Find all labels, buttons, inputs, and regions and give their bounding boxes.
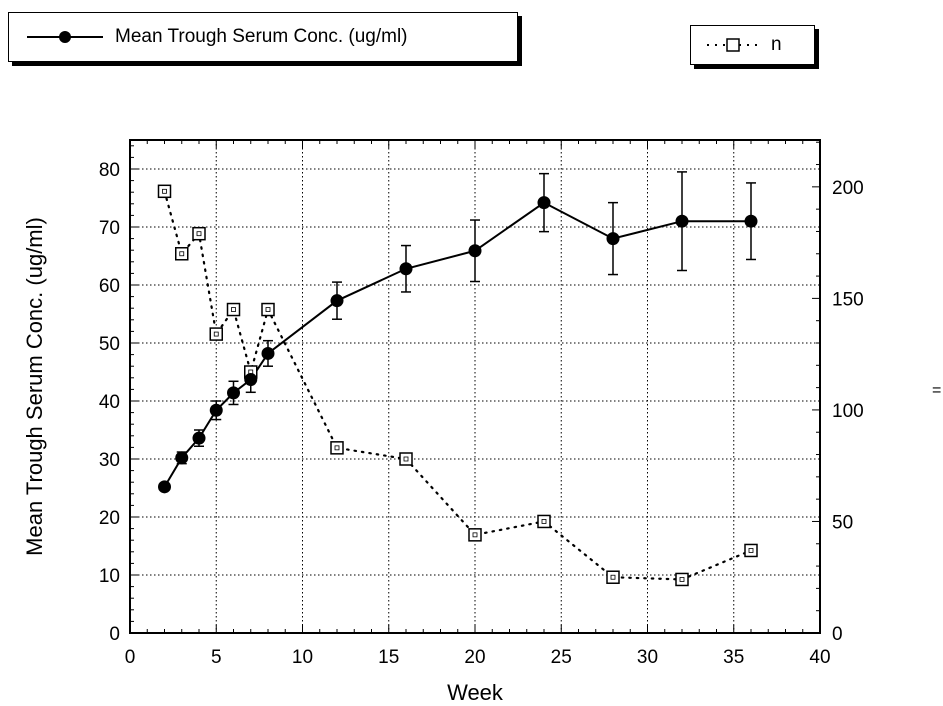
- mean-point: [261, 346, 275, 360]
- y-tick-label: 70: [99, 218, 120, 239]
- n-point: [606, 570, 620, 584]
- y2-tick-label: 0: [832, 624, 843, 645]
- y2-tick-label: 50: [832, 512, 853, 533]
- mean-point: [675, 214, 689, 228]
- y-tick-label: 80: [99, 160, 120, 181]
- data-markers: [157, 184, 758, 587]
- n-point: [330, 441, 344, 455]
- y-tick-label: 50: [99, 334, 120, 355]
- mean-point: [192, 431, 206, 445]
- x-tick-label: 15: [378, 647, 399, 668]
- n-point-inner: [334, 445, 340, 451]
- y2-tick-label: 150: [832, 289, 864, 310]
- mean-point: [744, 214, 758, 228]
- mean-point: [606, 232, 620, 246]
- n-point-inner: [541, 519, 547, 524]
- n-point-inner: [610, 574, 616, 580]
- y-tick-label: 60: [99, 276, 120, 297]
- legend-n: n: [690, 25, 815, 65]
- n-point: [468, 528, 482, 542]
- legend-n-swatch: [707, 38, 759, 52]
- mean-point: [399, 262, 413, 276]
- n-point: [537, 514, 551, 529]
- mean-point: [537, 196, 551, 210]
- legend-mean-conc: Mean Trough Serum Conc. (ug/ml): [8, 12, 518, 62]
- legend-mean-swatch: [27, 31, 103, 43]
- n-point: [226, 302, 241, 317]
- edge-mark: =: [932, 382, 942, 399]
- x-tick-label: 40: [809, 647, 830, 668]
- n-point-inner: [179, 251, 185, 257]
- mean-point: [244, 373, 258, 387]
- tick-labels: 0 5 10 15 20 25 30 35 40010203040506070800501001…: [99, 160, 864, 668]
- mean-point: [209, 403, 223, 417]
- n-point-inner: [403, 456, 409, 462]
- n-point-inner: [679, 577, 685, 582]
- y-tick-label: 20: [99, 508, 120, 529]
- error-bars: [176, 171, 756, 465]
- x-tick-label: 25: [551, 647, 572, 668]
- n-point-inner: [231, 307, 236, 312]
- n-point: [261, 302, 275, 317]
- mean-point: [175, 451, 189, 465]
- y-tick-label: 10: [99, 566, 120, 587]
- n-point: [157, 184, 172, 199]
- mean-point: [330, 294, 344, 308]
- y2-tick-label: 100: [832, 401, 864, 422]
- y-axis-title: Mean Trough Serum Conc. (ug/ml): [22, 217, 47, 556]
- x-tick-label: 5: [211, 647, 222, 668]
- series-mean-line: [163, 201, 751, 488]
- n-point: [175, 247, 189, 261]
- x-tick-label: 30: [637, 647, 658, 668]
- mean-point: [158, 480, 171, 494]
- n-point-inner: [213, 331, 219, 337]
- y-tick-label: 0: [109, 624, 120, 645]
- y-tick-label: 30: [99, 450, 120, 471]
- y-tick-label: 40: [99, 392, 120, 413]
- x-tick-label: 10: [292, 647, 313, 668]
- n-point: [192, 226, 206, 241]
- n-point: [675, 572, 689, 587]
- mean-point: [468, 244, 482, 258]
- n-point-inner: [265, 307, 271, 312]
- x-tick-label: 20: [464, 647, 485, 668]
- x-axis-title: Week: [447, 680, 504, 705]
- x-tick-label: 0: [125, 647, 136, 668]
- mean-point: [227, 386, 240, 400]
- n-point-inner: [748, 548, 754, 553]
- n-point-inner: [162, 188, 167, 194]
- n-point: [209, 327, 223, 341]
- legend-n-label: n: [771, 34, 782, 55]
- n-point: [399, 452, 413, 466]
- y2-tick-label: 200: [832, 178, 864, 199]
- n-point: [744, 543, 758, 558]
- n-point-inner: [196, 231, 202, 237]
- series-n-line: [163, 190, 753, 581]
- legend-mean-label: Mean Trough Serum Conc. (ug/ml): [115, 26, 408, 47]
- n-point-inner: [472, 532, 478, 538]
- x-tick-label: 35: [723, 647, 744, 668]
- plot-frame: [129, 139, 821, 634]
